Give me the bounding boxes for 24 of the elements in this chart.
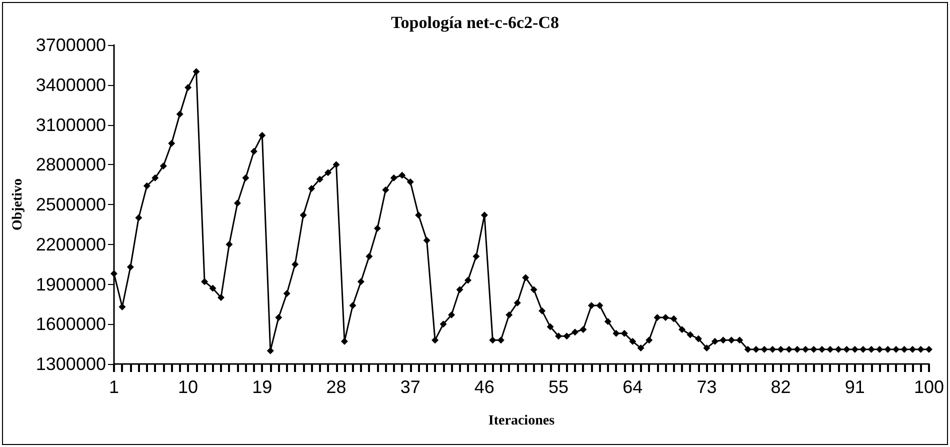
x-tick-label: 100 — [914, 377, 944, 397]
chart-title: Topología net-c-6c2-C8 — [391, 13, 559, 32]
x-tick-label: 28 — [326, 377, 346, 397]
y-tick-label: 2200000 — [36, 234, 106, 254]
y-tick-label: 2500000 — [36, 194, 106, 214]
y-tick-label: 3400000 — [36, 74, 106, 95]
x-tick-label: 82 — [770, 377, 791, 397]
y-axis-title: Objetivo — [10, 178, 26, 231]
x-tick-label: 37 — [400, 377, 420, 397]
y-tick-label: 1600000 — [36, 314, 106, 334]
x-tick-label: 19 — [252, 377, 272, 397]
x-tick-label: 91 — [844, 377, 865, 397]
y-tick-label: 3100000 — [36, 114, 106, 135]
x-tick-label: 73 — [696, 377, 717, 397]
x-tick-label: 10 — [178, 377, 198, 397]
x-tick-label: 55 — [548, 377, 569, 397]
x-tick-label: 46 — [474, 377, 494, 397]
y-tick-label: 2800000 — [36, 154, 106, 175]
x-tick-label: 1 — [108, 377, 119, 397]
y-tick-label: 1900000 — [36, 274, 106, 294]
y-tick-label: 1300000 — [36, 354, 106, 374]
x-axis-title: Iteraciones — [488, 414, 556, 428]
x-tick-label: 64 — [622, 377, 643, 397]
y-tick-label: 3700000 — [36, 35, 106, 55]
